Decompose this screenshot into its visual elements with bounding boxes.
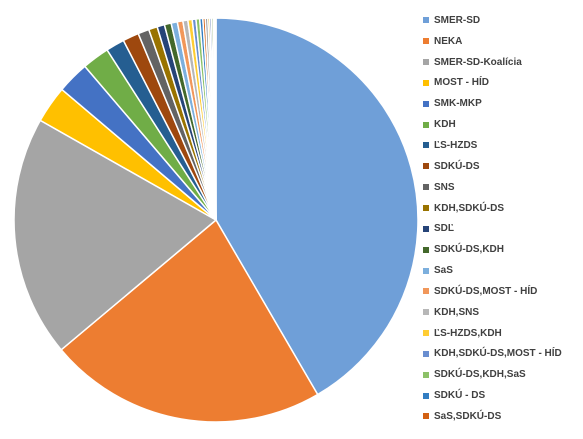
legend-item-14: KDH,SNS [423,302,581,323]
legend-swatch [423,288,429,295]
legend-item-6: ĽS-HZDS [423,135,581,156]
legend-swatch [423,246,429,253]
legend-label: SDKÚ-DS,MOST - HÍD [434,285,538,297]
legend-label: NEKA [434,35,463,47]
pie-slice-1 [60,219,319,423]
legend-label: MOST - HÍD [434,77,489,89]
legend-label: SNS [434,181,455,193]
legend-item-7: SDKÚ-DS [423,156,581,177]
legend-label: KDH,SNS [434,306,480,318]
legend-item-0: SMER-SD [423,10,581,31]
legend-label: SDKÚ - DS [434,390,486,402]
legend-swatch [423,59,429,66]
legend-swatch [423,371,429,378]
legend-item-5: KDH [423,114,581,135]
legend-item-2: SMER-SD-Koalícia [423,52,581,73]
legend: SMER-SD NEKA SMER-SD-Koalícia MOST - HÍD SMK… [423,10,581,427]
legend-swatch [423,184,429,191]
legend-swatch [423,413,429,420]
legend-swatch [423,163,429,170]
legend-item-15: ĽS-HZDS,KDH [423,323,581,344]
legend-item-8: SNS [423,177,581,198]
legend-label: SDKÚ-DS [434,160,480,172]
legend-label: SMK-MKP [434,98,482,110]
legend-swatch [423,267,429,274]
legend-label: SMER-SD [434,14,481,26]
legend-item-19: SaS,SDKÚ-DS [423,406,581,427]
legend-item-13: SDKÚ-DS,MOST - HÍD [423,281,581,302]
legend-label: ĽS-HZDS [434,139,478,151]
legend-swatch [423,225,429,232]
legend-label: ĽS-HZDS,KDH [434,327,502,339]
legend-swatch [423,100,429,107]
legend-label: KDH,SDKÚ-DS [434,202,504,214]
legend-label: KDH [434,119,456,131]
legend-item-4: SMK-MKP [423,93,581,114]
legend-swatch [423,309,429,316]
pie-slice-2 [13,119,217,351]
legend-item-9: KDH,SDKÚ-DS [423,198,581,219]
legend-label: SDĽ [434,223,454,235]
legend-item-17: SDKÚ-DS,KDH,SaS [423,364,581,385]
legend-item-16: KDH,SDKÚ-DS,MOST - HÍD [423,344,581,365]
legend-item-3: MOST - HÍD [423,73,581,94]
legend-label: SaS [434,265,453,277]
legend-label: SDKÚ-DS,KDH [434,244,504,256]
legend-swatch [423,142,429,149]
legend-label: SMER-SD-Koalícia [434,56,522,68]
legend-item-12: SaS [423,260,581,281]
legend-swatch [423,392,429,399]
legend-swatch [423,79,429,86]
legend-swatch [423,38,429,45]
legend-swatch [423,121,429,128]
legend-label: KDH,SDKÚ-DS,MOST - HÍD [434,348,562,360]
pie-slice-0 [215,17,419,396]
pie-slice-25 [213,17,217,221]
legend-item-10: SDĽ [423,218,581,239]
legend-item-11: SDKÚ-DS,KDH [423,239,581,260]
legend-label: SDKÚ-DS,KDH,SaS [434,369,526,381]
legend-label: SaS,SDKÚ-DS [434,410,502,422]
legend-swatch [423,330,429,337]
legend-swatch [423,205,429,212]
legend-item-1: NEKA [423,31,581,52]
legend-swatch [423,350,429,357]
legend-swatch [423,17,429,24]
legend-item-18: SDKÚ - DS [423,385,581,406]
